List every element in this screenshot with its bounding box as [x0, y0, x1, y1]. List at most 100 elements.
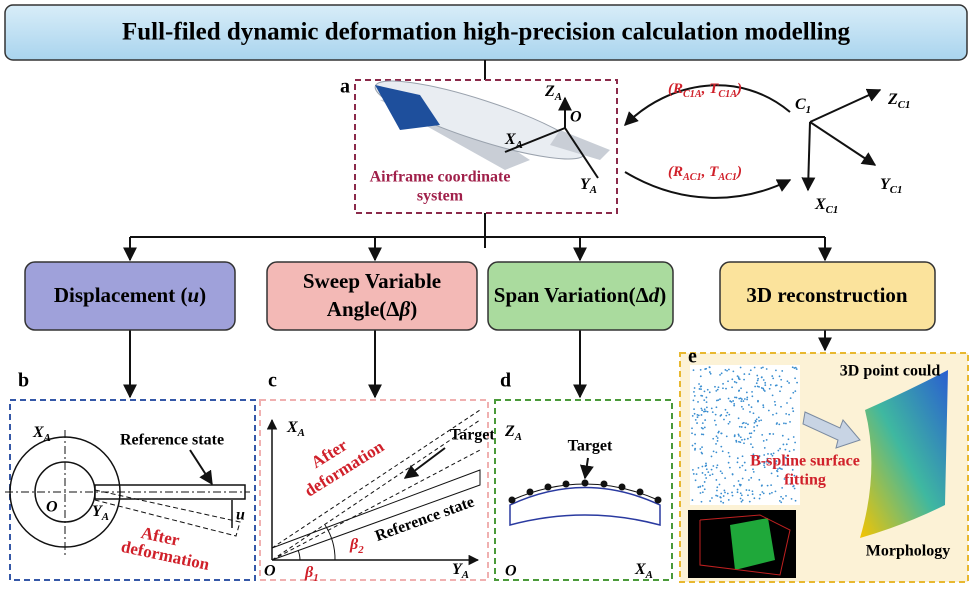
cloud-point [710, 373, 712, 375]
cloud-point [746, 399, 748, 401]
cloud-point [753, 471, 755, 473]
cloud-point [704, 408, 706, 410]
cloud-point [733, 403, 735, 405]
cloud-point [731, 401, 733, 403]
text-part: 1 [806, 104, 811, 116]
cloud-point [763, 492, 765, 494]
panel-label: e [688, 346, 697, 368]
cloud-point [734, 434, 736, 436]
text-part: ) [659, 283, 666, 307]
cloud-point [712, 438, 714, 440]
cloud-point [742, 465, 744, 467]
cloud-point [787, 380, 789, 382]
cloud-point [743, 442, 745, 444]
cloud-point [716, 490, 718, 492]
cloud-point [728, 414, 730, 416]
transform-label: (RAC1, TAC1) [668, 164, 742, 183]
cloud-point [764, 390, 766, 392]
cloud-point [721, 372, 723, 374]
text-part: C1 [890, 184, 903, 196]
cloud-point [769, 493, 771, 495]
cloud-point [786, 402, 788, 404]
cloud-point [707, 411, 709, 413]
cloud-point [764, 384, 766, 386]
cloud-point [779, 390, 781, 392]
cloud-point [780, 379, 782, 381]
cloud-point [763, 406, 765, 408]
cloud-point [740, 367, 742, 369]
cloud-point [781, 487, 783, 489]
caption: Airframe coordinate [370, 169, 511, 186]
cloud-point [726, 436, 728, 438]
cloud-point [746, 489, 748, 491]
cloud-point [777, 470, 779, 472]
text-part: A [461, 569, 469, 581]
cloud-point [723, 490, 725, 492]
panel-label: d [500, 370, 511, 392]
cloud-point [780, 501, 782, 503]
cloud-point [785, 423, 787, 425]
cloud-point [753, 497, 755, 499]
cloud-point [723, 419, 725, 421]
text-part: A [515, 139, 523, 151]
text-part: A [514, 431, 522, 443]
cloud-point [732, 495, 734, 497]
cloud-point [702, 434, 704, 436]
cloud-point [701, 414, 703, 416]
cloud-point [760, 419, 762, 421]
text-part: β [398, 297, 410, 321]
cloud-point [696, 422, 698, 424]
cloud-point [704, 427, 706, 429]
camera-label: C1 [795, 96, 811, 116]
cloud-point [744, 462, 746, 464]
cloud-point [756, 382, 758, 384]
text-part: X [634, 561, 646, 578]
branch-title: Displacement (u) [54, 283, 206, 307]
cloud-point [715, 424, 717, 426]
cloud-point [754, 422, 756, 424]
cloud-point [726, 412, 728, 414]
annotation: fitting [784, 472, 826, 489]
cloud-point [786, 443, 788, 445]
cloud-point [719, 484, 721, 486]
cloud-point [738, 378, 740, 380]
cloud-point [762, 366, 764, 368]
cloud-point [784, 449, 786, 451]
title: Full-filed dynamic deformation high-prec… [122, 19, 851, 46]
cloud-point [745, 469, 747, 471]
cloud-point [780, 386, 782, 388]
cloud-point [737, 461, 739, 463]
text-part: 2 [357, 544, 364, 556]
cloud-point [791, 498, 793, 500]
cloud-point [771, 375, 773, 377]
cloud-point [705, 465, 707, 467]
cloud-point [751, 391, 753, 393]
cloud-point [744, 439, 746, 441]
camera-label: XC1 [814, 196, 838, 216]
cloud-point [742, 400, 744, 402]
text-part: A [101, 511, 109, 523]
cloud-point [763, 440, 765, 442]
cloud-point [742, 478, 744, 480]
cloud-point [748, 479, 750, 481]
cloud-point [776, 384, 778, 386]
cloud-point [698, 467, 700, 469]
text-part: X [286, 419, 298, 436]
cloud-point [758, 417, 760, 419]
cloud-point [692, 415, 694, 417]
panel-label: c [268, 370, 277, 392]
annotation: Morphology [866, 543, 950, 560]
cloud-point [702, 491, 704, 493]
text-part: Z [504, 423, 515, 440]
cloud-point [747, 423, 749, 425]
cloud-point [700, 492, 702, 494]
cloud-point [766, 368, 768, 370]
text-part: A [554, 91, 562, 103]
cloud-point [706, 397, 708, 399]
cloud-point [753, 426, 755, 428]
cloud-point [759, 494, 761, 496]
cloud-point [750, 477, 752, 479]
annotation: Target [568, 438, 613, 455]
cloud-point [746, 392, 748, 394]
text-part: d [649, 283, 660, 307]
